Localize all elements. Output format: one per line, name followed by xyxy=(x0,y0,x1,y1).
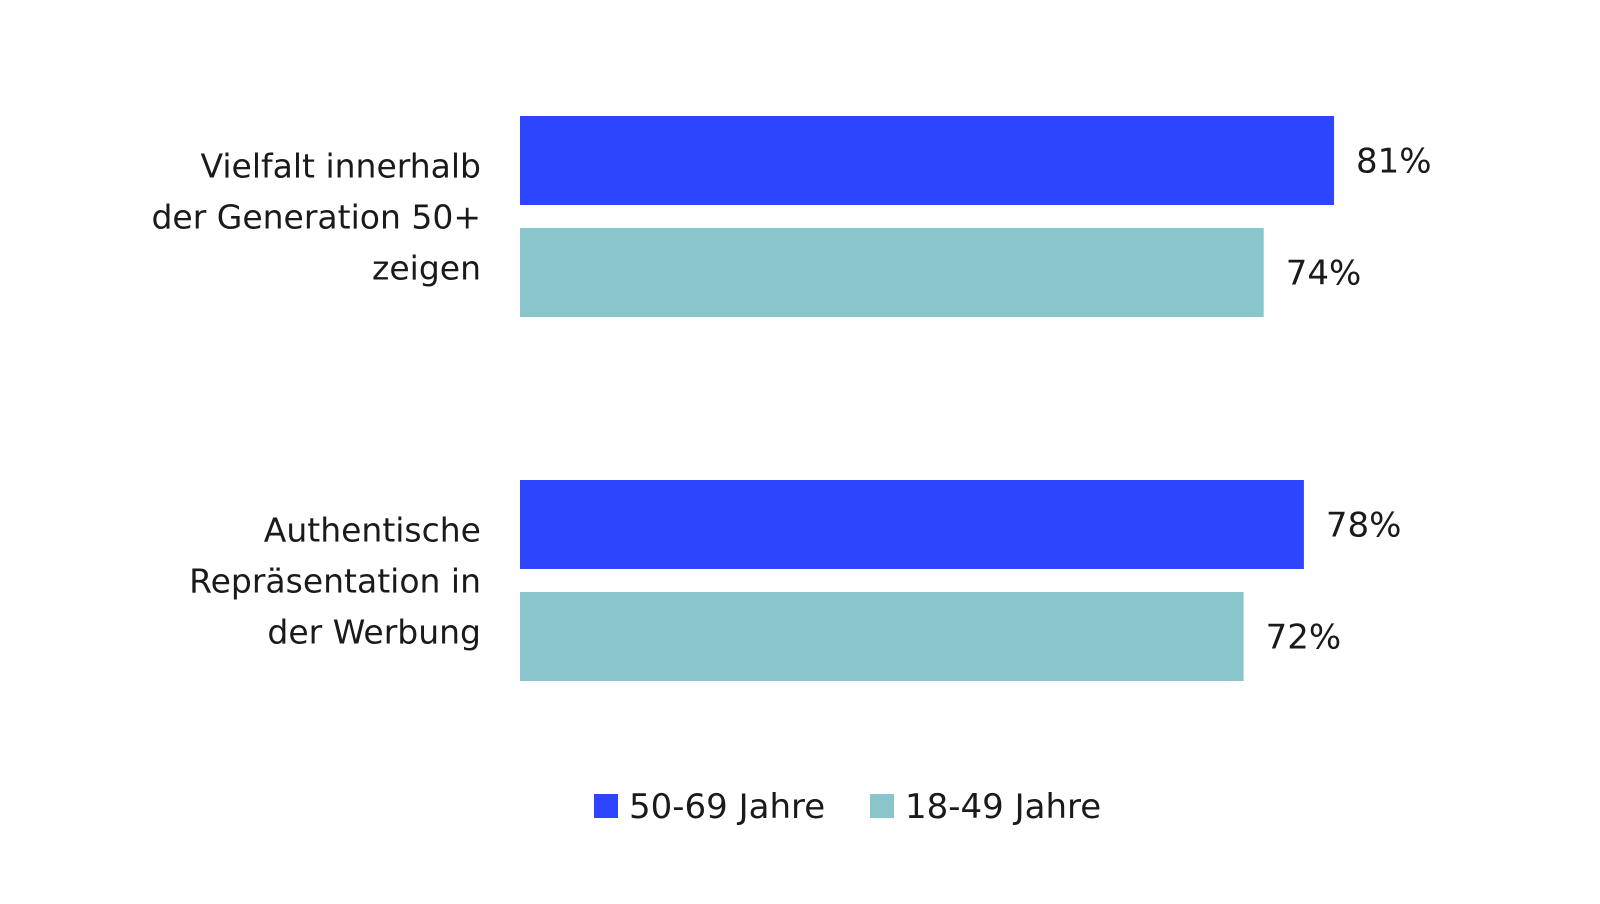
value-label: 81% xyxy=(1356,142,1432,182)
category-label: Vielfalt innerhalb der Generation 50+ zeig… xyxy=(151,147,481,288)
legend-label: 50-69 Jahre xyxy=(629,787,825,827)
legend-swatch xyxy=(594,794,618,818)
category-label: Authentische Repräsentation in der Werbung xyxy=(189,511,481,652)
category-labels-group: Vielfalt innerhalb der Generation 50+ zeig… xyxy=(151,147,481,652)
value-label: 72% xyxy=(1266,618,1342,658)
value-label: 74% xyxy=(1286,254,1362,294)
value-labels-group: 81% 74% 78% 72% xyxy=(1266,142,1432,658)
category-label-line: Vielfalt innerhalb xyxy=(201,147,481,186)
bar xyxy=(520,592,1244,681)
category-label-line: zeigen xyxy=(372,249,481,288)
bar xyxy=(520,228,1264,317)
bars-group xyxy=(520,116,1335,681)
value-label: 78% xyxy=(1326,506,1402,546)
bar xyxy=(520,116,1335,205)
legend-label: 18-49 Jahre xyxy=(905,787,1101,827)
category-label-line: der Generation 50+ xyxy=(151,198,481,237)
category-label-line: Repräsentation in xyxy=(189,562,481,601)
legend: 50-69 Jahre 18-49 Jahre xyxy=(594,787,1101,827)
category-label-line: Authentische xyxy=(264,511,481,550)
legend-swatch xyxy=(870,794,894,818)
bar xyxy=(520,480,1304,569)
category-label-line: der Werbung xyxy=(267,613,481,652)
